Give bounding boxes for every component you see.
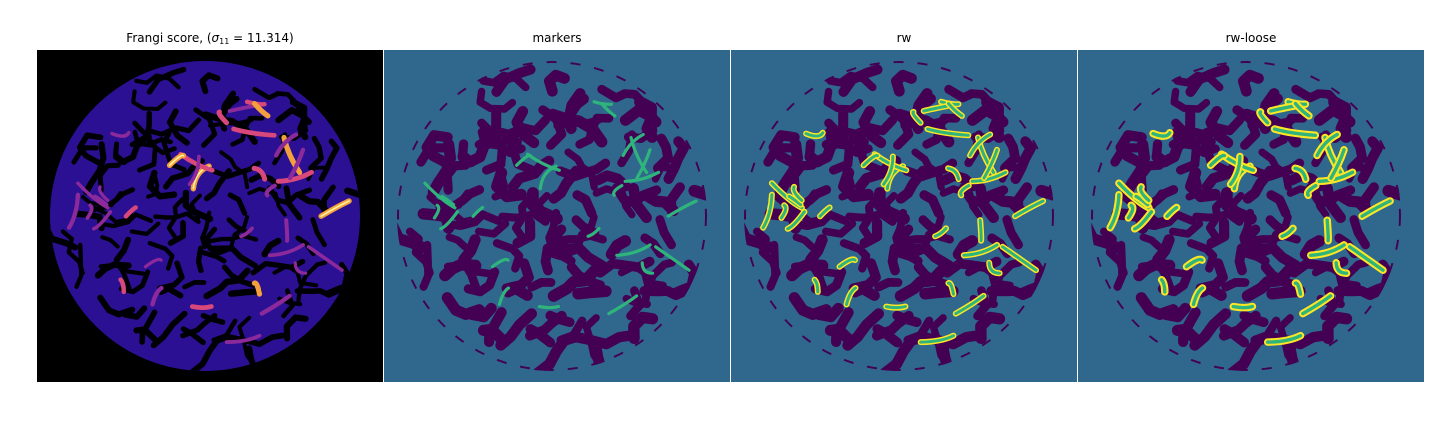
panel-rw-loose: rw-loose [1078, 0, 1424, 432]
markers-image [384, 50, 730, 382]
panel-title: markers [532, 31, 582, 45]
title-subscript: 11 [219, 37, 230, 46]
frangi-score-image [37, 50, 383, 382]
panel-rw: rw [731, 0, 1077, 432]
panel-frangi-score: Frangi score, (σ11 = 11.314) [37, 0, 383, 432]
panel-title: Frangi score, (σ11 = 11.314) [37, 31, 383, 46]
title-suffix: = 11.314) [229, 31, 294, 45]
rw-image [731, 50, 1077, 382]
panel-title: rw-loose [1225, 31, 1277, 45]
title-sigma: σ [211, 31, 220, 45]
rw-loose-image [1078, 50, 1424, 382]
title-prefix: Frangi score, ( [126, 31, 212, 45]
panel-title: rw [896, 31, 912, 45]
panel-markers: markers [384, 0, 730, 432]
